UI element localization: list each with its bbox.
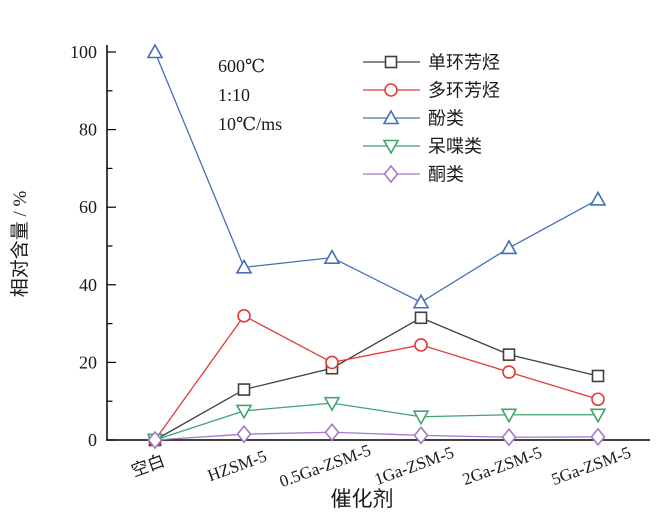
- data-point-phenols: [589, 190, 607, 206]
- conditions-annotation: 600℃ 1:10 10℃/ms: [218, 56, 282, 134]
- legend-label-monocyclic-aromatics: 单环芳烃: [428, 53, 500, 73]
- x-axis-title: 催化剂: [331, 487, 394, 511]
- x-tick-label: 5Ga-ZSM-5: [549, 443, 634, 489]
- data-point-phenols: [235, 258, 253, 274]
- series-line-monocyclic-aromatics: [154, 317, 599, 441]
- legend-marker-triangle-down-icon: [382, 139, 400, 155]
- data-point-ketones: [147, 430, 163, 450]
- legend-label-polycyclic-aromatics: 多环芳烃: [428, 81, 500, 101]
- annotation-line: 600℃: [218, 56, 265, 76]
- series-polycyclic-aromatics: [148, 309, 605, 447]
- series-line-ketones: [154, 431, 599, 441]
- data-point-polycyclic-aromatics: [502, 365, 516, 379]
- data-point-ketones: [324, 422, 340, 442]
- x-tick-label: 2Ga-ZSM-5: [460, 443, 545, 489]
- x-tick-label: 空白: [129, 451, 167, 480]
- data-point-phenols: [500, 239, 518, 255]
- data-point-monocyclic-aromatics: [237, 383, 251, 396]
- data-point-phenols: [146, 43, 164, 59]
- data-point-ketones: [590, 427, 606, 447]
- data-point-furans: [500, 408, 518, 424]
- data-point-furans: [589, 408, 607, 424]
- series-phenols: [146, 43, 607, 309]
- y-tick-label: 40: [79, 275, 97, 295]
- data-point-monocyclic-aromatics: [591, 369, 605, 383]
- y-tick-label: 0: [88, 430, 97, 450]
- legend-entry-monocyclic-aromatics: 单环芳烃: [363, 53, 500, 73]
- series-monocyclic-aromatics: [148, 311, 605, 447]
- y-tick-label: 80: [79, 120, 97, 140]
- legend-entry-ketones: 酮类: [363, 165, 464, 185]
- data-point-ketones: [501, 428, 517, 447]
- legend-marker-circle-icon: [384, 83, 398, 97]
- x-tick-label: 1Ga-ZSM-5: [372, 443, 457, 489]
- data-point-monocyclic-aromatics: [502, 348, 516, 361]
- legend-entry-furans: 呆喋类: [363, 137, 482, 157]
- legend-label-phenols: 酚类: [428, 109, 464, 129]
- y-axis-title: 相对含量 / %: [9, 191, 31, 298]
- x-tick-label: 0.5Ga-ZSM-5: [277, 441, 374, 492]
- data-point-polycyclic-aromatics: [591, 392, 605, 407]
- annotation-line: 1:10: [218, 85, 250, 105]
- series-ketones: [147, 422, 606, 450]
- data-point-monocyclic-aromatics: [414, 311, 428, 325]
- data-point-phenols: [323, 249, 341, 264]
- y-tick-label: 100: [70, 42, 97, 62]
- legend-marker-diamond-icon: [383, 164, 399, 184]
- y-tick-label: 60: [79, 197, 97, 217]
- data-point-ketones: [413, 426, 429, 445]
- legend-entry-phenols: 酚类: [363, 109, 464, 129]
- series-line-furans: [154, 402, 598, 441]
- legend-marker-square-icon: [384, 55, 398, 69]
- y-tick-label: 20: [79, 352, 97, 372]
- legend-entry-polycyclic-aromatics: 多环芳烃: [363, 81, 500, 101]
- data-point-polycyclic-aromatics: [237, 309, 251, 323]
- legend-label-furans: 呆喋类: [428, 137, 482, 157]
- annotation-line: 10℃/ms: [218, 114, 282, 134]
- series-line-polycyclic-aromatics: [154, 315, 599, 441]
- data-point-ketones: [236, 424, 252, 444]
- data-point-furans: [235, 404, 253, 420]
- data-point-phenols: [412, 293, 430, 309]
- series-line-phenols: [154, 51, 599, 304]
- legend-label-ketones: 酮类: [428, 165, 464, 185]
- x-tick-label: HZSM-5: [205, 446, 269, 485]
- axes: 0 20 40 60 80 100 相对含量 / % 催化剂 空白 HZSM-5 0.5Ga-ZSM…: [9, 42, 650, 511]
- data-point-polycyclic-aromatics: [325, 355, 339, 370]
- data-point-furans: [412, 410, 430, 426]
- legend-marker-triangle-up-icon: [382, 109, 400, 125]
- data-point-furans: [323, 396, 341, 412]
- data-point-polycyclic-aromatics: [414, 338, 428, 352]
